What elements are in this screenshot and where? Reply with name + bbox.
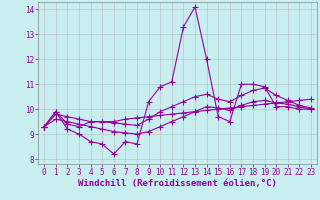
X-axis label: Windchill (Refroidissement éolien,°C): Windchill (Refroidissement éolien,°C) (78, 179, 277, 188)
